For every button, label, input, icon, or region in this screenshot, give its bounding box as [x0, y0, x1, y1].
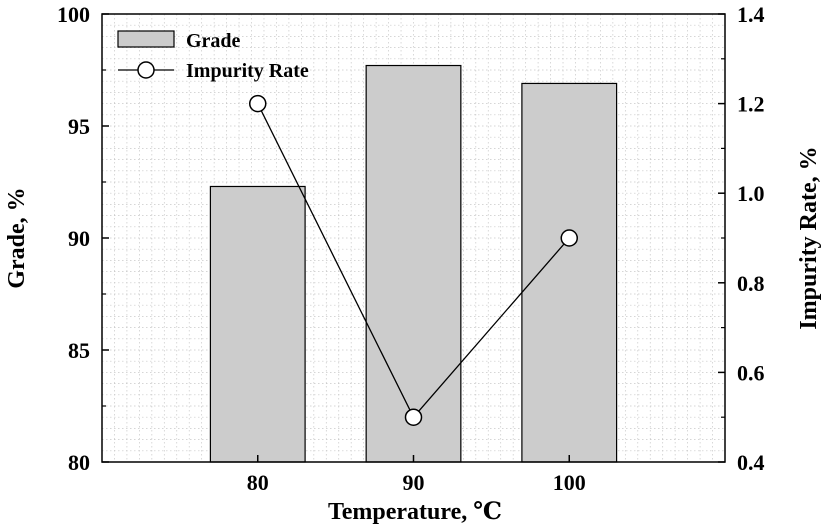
bar-grade-80 — [209, 185, 306, 463]
right-tick-label: 1.2 — [737, 92, 765, 117]
y2-axis-title: Impurity Rate, % — [796, 146, 822, 329]
x-tick-label: 90 — [403, 470, 425, 495]
x-axis: 80 90 100 — [247, 455, 586, 495]
right-tick-label: 0.8 — [737, 271, 765, 296]
x-tick-label: 80 — [247, 470, 269, 495]
bar-grade-90 — [365, 64, 462, 463]
line-series — [249, 94, 578, 426]
right-axis: 0.4 0.6 0.8 1.0 1.2 1.4 — [718, 2, 765, 475]
legend-grade-label: Grade — [186, 30, 241, 52]
left-tick-label: 80 — [68, 450, 90, 475]
bar-grade-100 — [521, 82, 618, 463]
legend: Grade Impurity Rate — [117, 30, 309, 82]
legend-impurity-label: Impurity Rate — [186, 60, 309, 82]
right-tick-label: 0.4 — [737, 450, 765, 475]
legend-grade-swatch — [117, 30, 175, 48]
x-axis-title: Temperature, ℃ — [328, 499, 502, 525]
y-axis-title: Grade, % — [4, 187, 30, 288]
right-tick-label: 1.0 — [737, 181, 765, 206]
legend-impurity-marker — [137, 61, 155, 79]
impurity-point-100 — [560, 229, 578, 247]
right-tick-label: 1.4 — [737, 2, 765, 27]
x-tick-label: 100 — [553, 470, 586, 495]
impurity-point-90 — [404, 408, 423, 426]
left-axis: 80 85 90 95 100 — [57, 2, 109, 475]
bar-series — [209, 64, 618, 463]
left-tick-label: 90 — [68, 226, 90, 251]
left-tick-label: 85 — [68, 338, 90, 363]
left-tick-label: 100 — [57, 2, 90, 27]
impurity-point-80 — [249, 94, 267, 113]
right-tick-label: 0.6 — [737, 360, 765, 385]
left-tick-label: 95 — [68, 114, 90, 139]
